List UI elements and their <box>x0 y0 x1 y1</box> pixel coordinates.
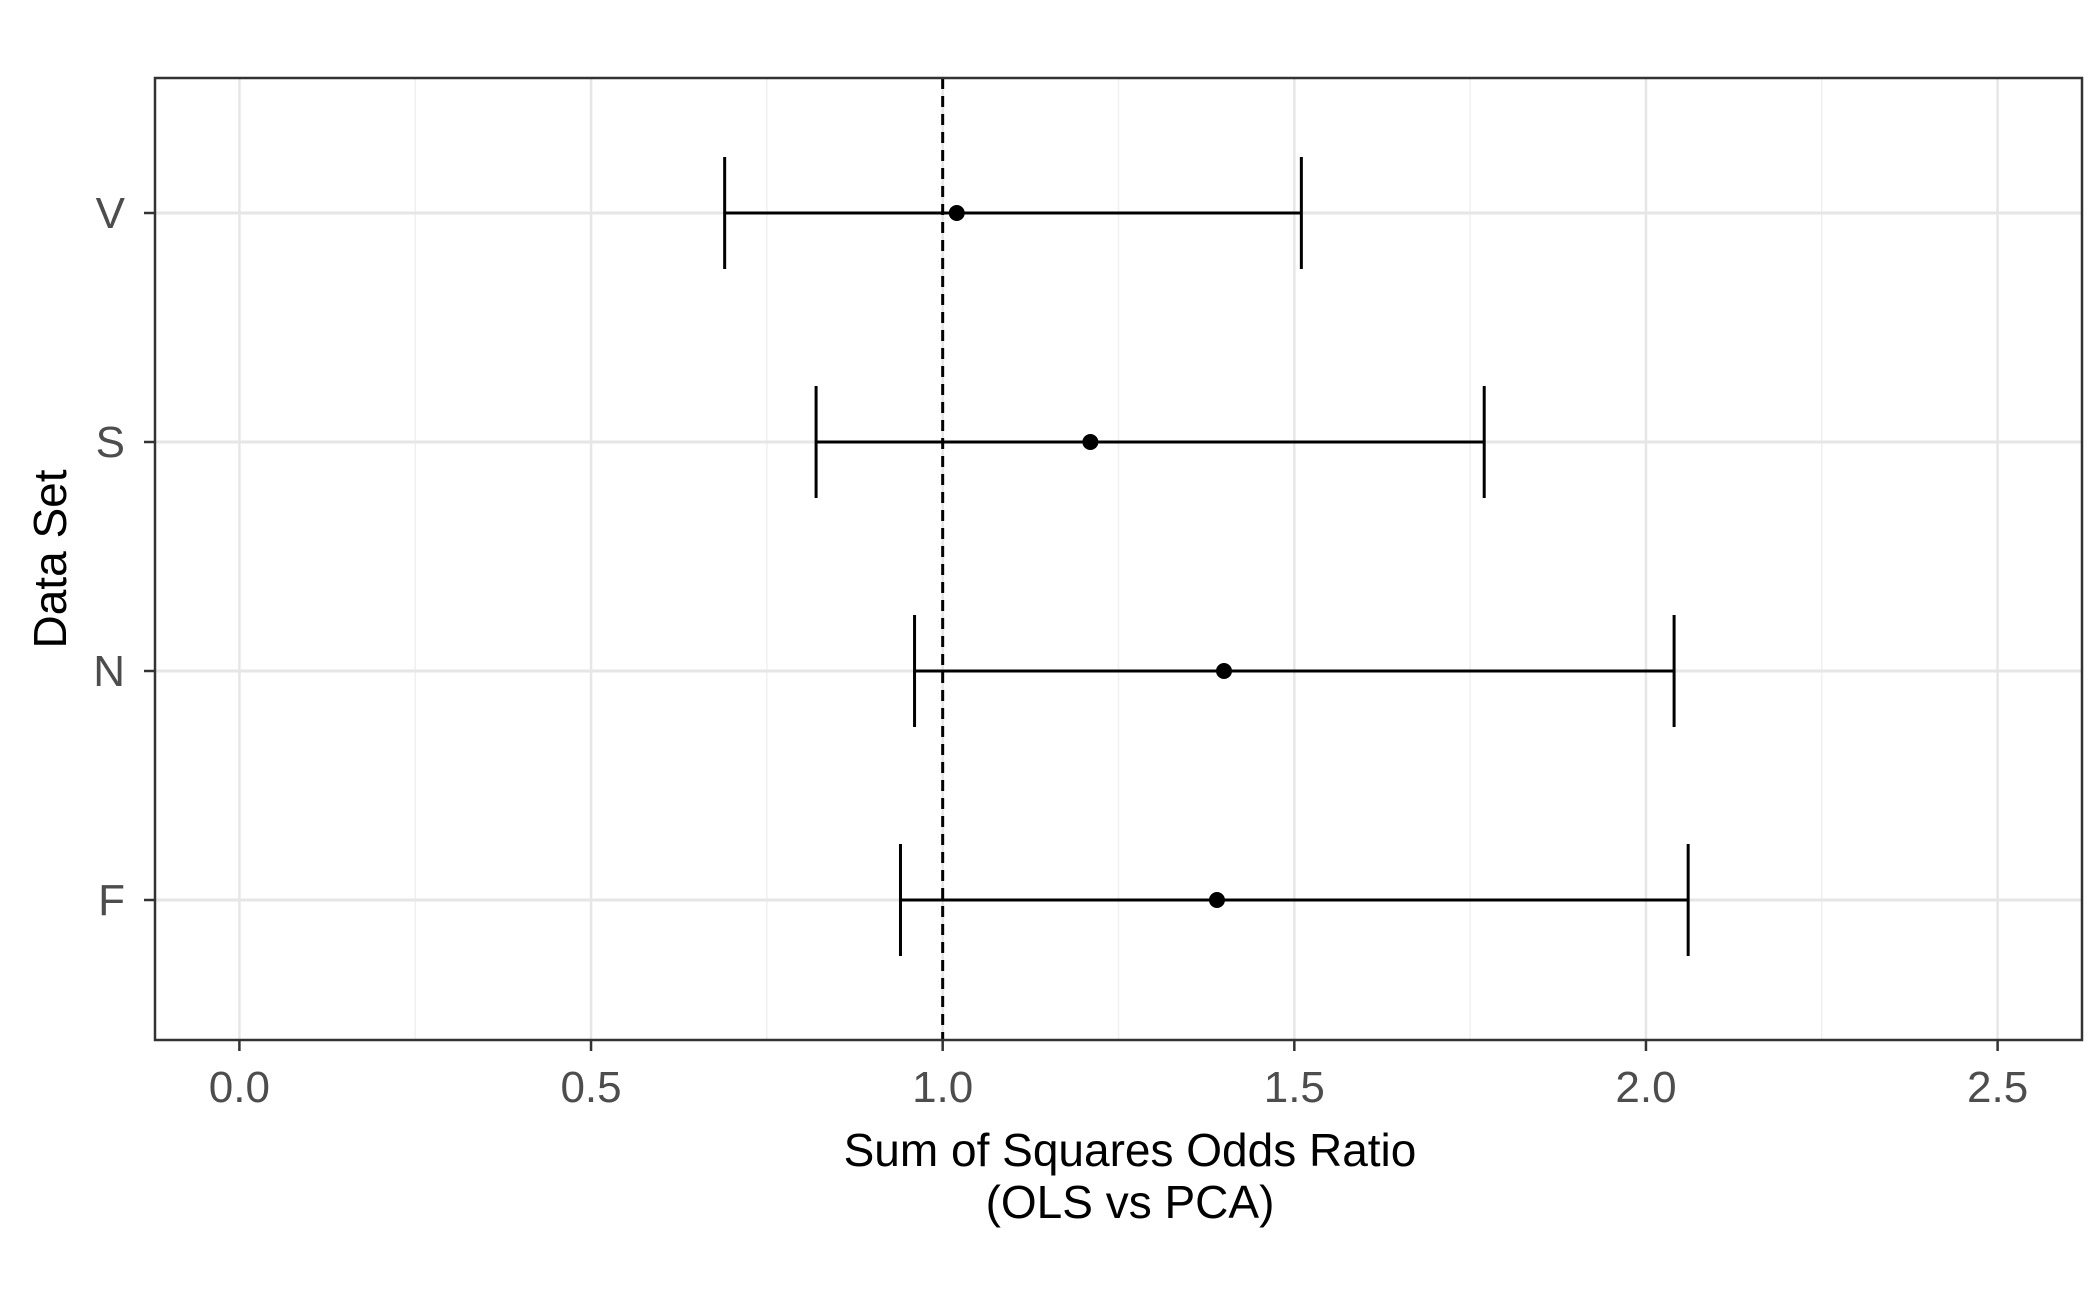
x-tick-label: 0.0 <box>209 1063 270 1112</box>
data-marks <box>723 157 1690 956</box>
axes: 0.0 0.5 1.0 1.5 2.0 2.5 V S N F <box>93 189 2028 1112</box>
y-axis-title: Data Set <box>24 469 76 648</box>
x-tick-label: 1.0 <box>912 1063 973 1112</box>
x-tick-label: 2.0 <box>1615 1063 1676 1112</box>
x-tick-label: 1.5 <box>1264 1063 1325 1112</box>
y-tick-label: N <box>93 647 125 696</box>
y-tick-label: F <box>98 876 125 925</box>
x-tick-label: 2.5 <box>1967 1063 2028 1112</box>
estimate-point-V <box>948 205 965 221</box>
x-axis-title-line-1: Sum of Squares Odds Ratio <box>844 1124 1417 1176</box>
x-tick-label: 0.5 <box>560 1063 621 1112</box>
y-tick-label: V <box>96 189 126 238</box>
estimate-point-F <box>1208 892 1225 908</box>
plot-border <box>153 76 2084 1042</box>
y-tick-label: S <box>96 418 125 467</box>
estimate-point-N <box>1215 663 1232 679</box>
estimate-point-S <box>1082 434 1099 450</box>
x-axis-title-line-2: (OLS vs PCA) <box>986 1176 1275 1228</box>
